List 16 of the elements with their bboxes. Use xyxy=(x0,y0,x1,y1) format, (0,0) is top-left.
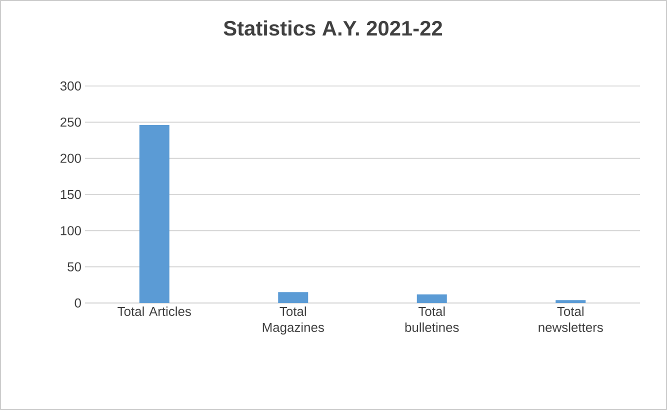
x-tick-label: Total newsletters xyxy=(538,306,603,332)
bar xyxy=(556,300,586,303)
y-tick-label: 100 xyxy=(60,226,81,236)
y-tick-label: 300 xyxy=(60,81,81,91)
chart-title: Statistics A.Y. 2021-22 xyxy=(224,20,442,36)
y-tick-label: 150 xyxy=(60,190,81,200)
y-tick-label: 250 xyxy=(60,118,81,127)
bar xyxy=(278,292,308,303)
bar xyxy=(416,294,447,303)
y-tick-label: 200 xyxy=(60,154,81,163)
bar xyxy=(139,125,170,303)
y-tick-label: 0 xyxy=(74,298,81,308)
x-tick-label: Total Articles xyxy=(118,306,191,316)
y-tick-label: 50 xyxy=(68,262,81,272)
x-tick-label: Total Magazines xyxy=(262,306,324,335)
x-tick-label: Total bulletines xyxy=(405,306,459,332)
